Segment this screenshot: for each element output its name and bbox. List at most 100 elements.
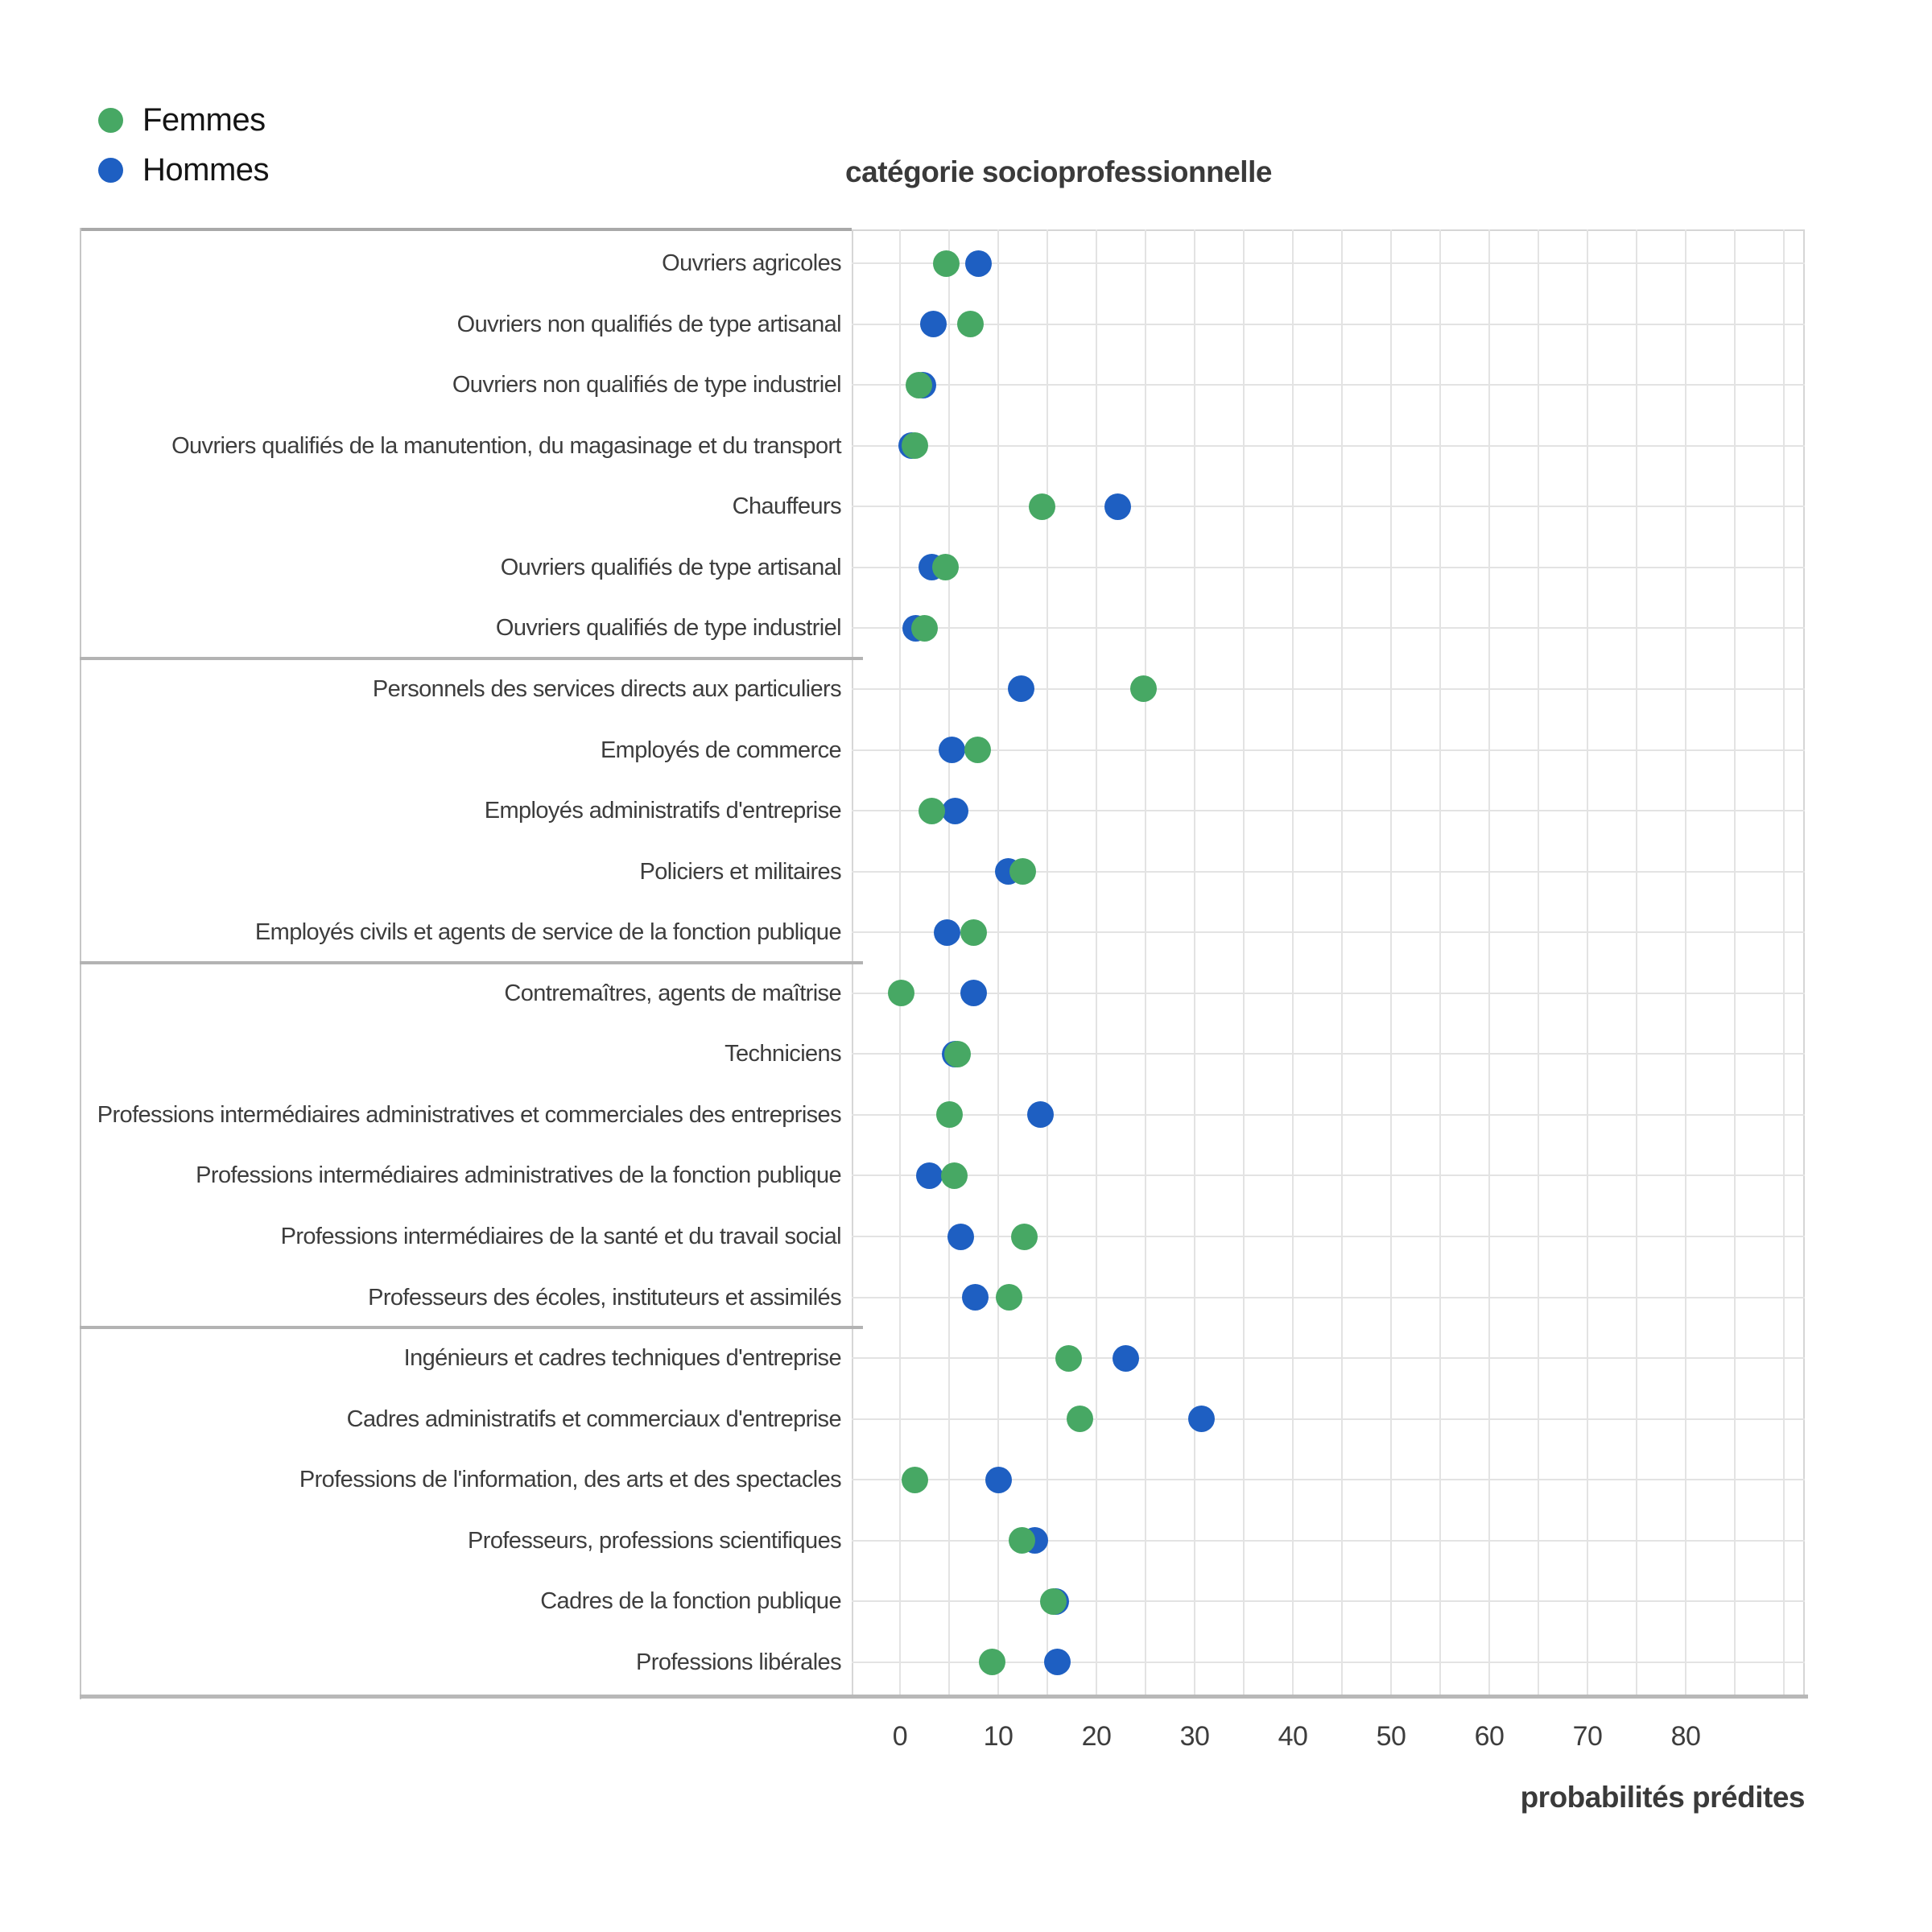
x-gridline [899,229,901,1696]
femmes-dot [995,1284,1022,1311]
x-tick-label: 50 [1376,1721,1406,1752]
hommes-dot [947,1223,975,1250]
femmes-dot [905,371,932,398]
legend-item-femmes: Femmes [98,95,269,145]
hommes-dot [1007,675,1034,703]
femmes-dot [964,737,991,764]
hommes-dot [1188,1406,1216,1433]
hommes-dot [941,797,968,824]
x-tick-label: 0 [892,1721,908,1752]
x-tick-label: 70 [1572,1721,1603,1752]
femmes-dot [935,1101,963,1129]
hommes-dot [1043,1649,1071,1676]
x-gridline [1488,229,1490,1696]
plot-panel [852,229,1805,1696]
femmes-dot [944,1040,972,1067]
x-tick-label: 30 [1179,1721,1210,1752]
femmes-dot [911,614,938,642]
hommes-dot [939,737,966,764]
category-label: Employés civils et agents de service de … [254,919,842,946]
category-label: Professions intermédiaires administrativ… [97,1101,842,1128]
femmes-dot [1011,1223,1038,1250]
x-gridline [1341,229,1343,1696]
x-tick-label: 10 [983,1721,1013,1752]
x-gridline [1439,229,1441,1696]
x-tick-label: 40 [1278,1721,1308,1752]
hommes-dot [962,1284,989,1311]
label-area-top-border [80,228,852,231]
y-gridline [852,687,1805,690]
legend-label-hommes: Hommes [142,151,270,188]
x-gridline [1292,229,1294,1696]
y-gridline [852,810,1805,812]
y-gridline [852,262,1805,264]
y-gridline [852,1174,1805,1177]
femmes-dot [1066,1406,1093,1433]
legend-label-femmes: Femmes [142,101,266,138]
femmes-dot [1029,493,1056,520]
category-label: Employés administratifs d'entreprise [484,798,842,824]
femmes-dot [1039,1587,1067,1615]
category-label: Cadres de la fonction publique [540,1588,841,1615]
category-label: Personnels des services directs aux part… [372,675,842,702]
x-gridline [1096,229,1097,1696]
hommes-dot [960,980,987,1007]
y-gridline [852,323,1805,325]
y-gridline [852,1296,1805,1298]
x-axis-title: probabilités prédites [1520,1781,1806,1814]
chart-title: catégorie socioprofessionnelle [845,155,1272,188]
category-label: Ouvriers agricoles [662,250,841,276]
hommes-dot [934,919,961,946]
category-label: Ouvriers qualifiés de type artisanal [500,554,842,580]
femmes-dot [931,554,959,581]
category-label: Professions libérales [636,1649,842,1675]
x-gridline [1538,229,1539,1696]
x-gridline [1390,229,1392,1696]
hommes-dot [985,1466,1012,1493]
category-label: Ouvriers non qualifiés de type industrie… [452,372,842,398]
legend-item-hommes: Hommes [98,145,270,195]
group-divider-line [80,1326,863,1330]
x-gridline [1587,229,1588,1696]
x-tick-label: 20 [1081,1721,1112,1752]
hommes-dot [1104,493,1132,520]
femmes-legend-dot-icon [98,107,123,133]
femmes-dot [1055,1344,1083,1372]
category-label: Ouvriers qualifiés de la manutention, du… [171,432,842,459]
y-gridline [852,1053,1805,1055]
femmes-dot [1008,1527,1035,1554]
x-gridline [948,229,950,1696]
y-gridline [852,1479,1805,1481]
category-label: Professions de l'information, des arts e… [299,1467,842,1493]
category-label: Cadres administratifs et commerciaux d'e… [346,1406,842,1432]
y-gridline [852,506,1805,508]
x-gridline [997,229,999,1696]
femmes-dot [1130,675,1158,703]
y-gridline [852,1661,1805,1663]
category-label: Professeurs, professions scientifiques [468,1527,842,1554]
x-gridline [1145,229,1146,1696]
femmes-dot [960,919,987,946]
hommes-dot [1026,1101,1054,1129]
y-gridline [852,1236,1805,1238]
hommes-legend-dot-icon [98,157,123,183]
y-gridline [852,1418,1805,1420]
axis-bottom-line [80,1695,1808,1699]
category-label: Chauffeurs [732,493,842,520]
x-tick-label: 60 [1474,1721,1505,1752]
y-gridline [852,992,1805,994]
x-gridline [1783,229,1785,1696]
category-label: Ouvriers non qualifiés de type artisanal [456,311,842,337]
femmes-dot [918,797,945,824]
x-gridline [1194,229,1195,1696]
category-label: Employés de commerce [600,737,842,763]
y-gridline [852,870,1805,873]
category-label: Techniciens [724,1041,842,1067]
x-tick-label: 80 [1670,1721,1701,1752]
hommes-dot [916,1162,943,1189]
category-label: Ingénieurs et cadres techniques d'entrep… [403,1345,842,1372]
category-label: Policiers et militaires [639,858,842,885]
femmes-dot [901,432,928,460]
femmes-dot [901,1466,928,1493]
femmes-dot [979,1649,1006,1676]
